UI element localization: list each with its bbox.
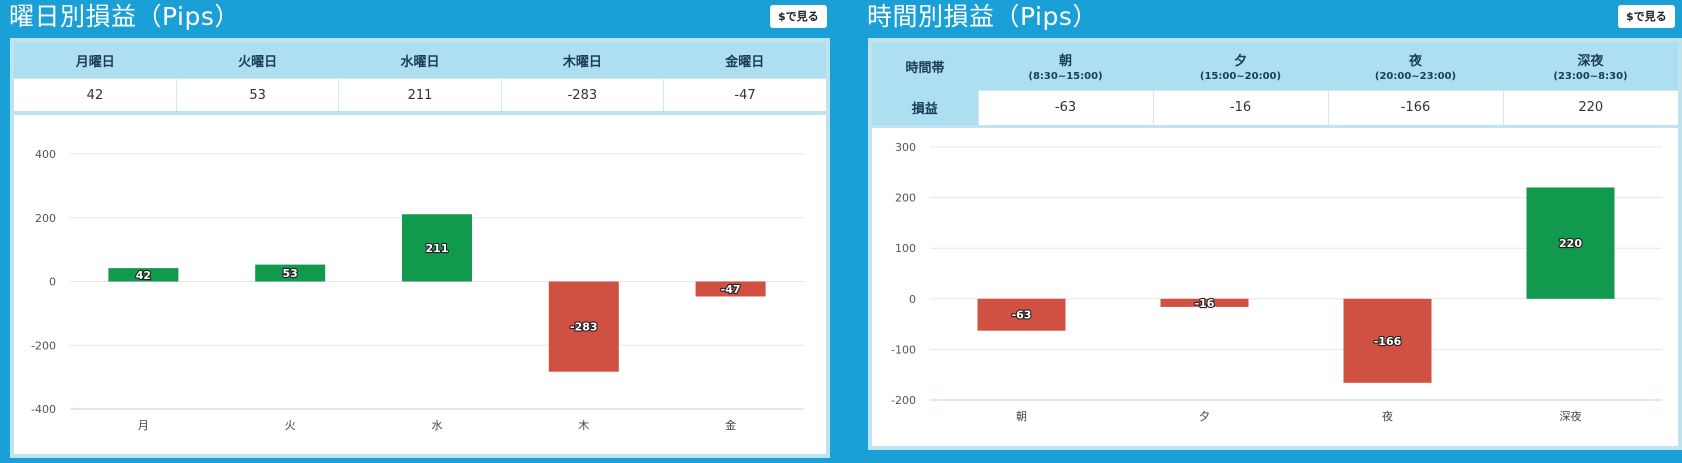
y-tick-label: -200 bbox=[891, 394, 916, 407]
value-cell: -47 bbox=[663, 78, 826, 111]
x-tick-label: 火 bbox=[285, 419, 296, 432]
value-cell: 211 bbox=[338, 78, 502, 111]
data-label: 211 bbox=[426, 242, 449, 255]
weekday-table: 月曜日 火曜日 水曜日 木曜日 金曜日 42 53 211 -283 -47 bbox=[14, 42, 826, 111]
timeofday-table: 時間帯 朝 (8:30~15:00) 夕 (15:00~20:00) 夜 (20:00… bbox=[872, 42, 1678, 125]
x-tick-label: 木 bbox=[578, 419, 589, 432]
header-label: 朝 bbox=[1058, 54, 1072, 69]
header-cell: 月曜日 bbox=[14, 42, 177, 79]
header-cell: 夜 (20:00~23:00) bbox=[1328, 42, 1503, 91]
bar bbox=[977, 298, 1066, 331]
bar bbox=[695, 281, 766, 297]
x-tick-label: 朝 bbox=[1016, 410, 1027, 423]
header-cell: 金曜日 bbox=[663, 42, 826, 79]
value-cell: -16 bbox=[1152, 90, 1328, 125]
data-label: -63 bbox=[1012, 309, 1032, 322]
show-in-dollars-button[interactable]: $で見る bbox=[770, 5, 827, 28]
header-cell: 火曜日 bbox=[176, 42, 339, 79]
value-cell: -283 bbox=[500, 78, 664, 111]
panel-title: 時間別損益（Pips） bbox=[867, 2, 1098, 31]
table-row: 損益 -63 -16 -166 220 bbox=[872, 90, 1678, 125]
x-tick-label: 水 bbox=[432, 419, 443, 432]
bar bbox=[108, 268, 179, 282]
data-label: 42 bbox=[136, 269, 151, 282]
weekday-card: 月曜日 火曜日 水曜日 木曜日 金曜日 42 53 211 -283 -47 4… bbox=[10, 38, 830, 458]
timeofday-chart-area: 300 200 100 0 -100 -200 -63 朝 -16 夕 -166 夜 220 深夜 bbox=[872, 128, 1678, 446]
value-cell: 42 bbox=[14, 78, 177, 111]
y-tick-label: 100 bbox=[895, 242, 916, 255]
x-tick-label: 月 bbox=[138, 419, 149, 432]
timeofday-bar-chart: 300 200 100 0 -100 -200 -63 朝 -16 夕 -166 夜 220 深夜 bbox=[891, 141, 1662, 423]
data-label: -47 bbox=[721, 283, 741, 296]
header-sub: (8:30~15:00) bbox=[1028, 71, 1103, 82]
y-tick-label: 300 bbox=[895, 141, 916, 154]
value-cell: 220 bbox=[1502, 90, 1678, 125]
bar bbox=[402, 214, 472, 282]
y-tick-label: -400 bbox=[31, 403, 56, 416]
header-sub: (20:00~23:00) bbox=[1374, 71, 1457, 82]
bar bbox=[1526, 187, 1615, 299]
y-tick-label: -200 bbox=[31, 339, 56, 352]
timeofday-card: 時間帯 朝 (8:30~15:00) 夕 (15:00~20:00) 夜 (20:00… bbox=[868, 38, 1682, 450]
row-header-time: 時間帯 bbox=[872, 42, 978, 91]
value-cell: 53 bbox=[175, 78, 339, 111]
header-cell: 朝 (8:30~15:00) bbox=[978, 42, 1153, 91]
data-label: -16 bbox=[1195, 297, 1215, 310]
header-label: 夜 bbox=[1408, 54, 1422, 69]
header-cell: 水曜日 bbox=[338, 42, 502, 79]
data-label: 220 bbox=[1559, 237, 1582, 250]
y-tick-label: 0 bbox=[909, 293, 916, 306]
x-tick-label: 夕 bbox=[1199, 410, 1210, 423]
bar bbox=[1343, 298, 1432, 383]
panel-title: 曜日別損益（Pips） bbox=[9, 2, 240, 31]
bar bbox=[548, 281, 619, 372]
x-tick-label: 金 bbox=[725, 418, 736, 432]
bar bbox=[1160, 298, 1249, 307]
weekday-chart-area: 400 200 0 -200 -400 42 月 53 火 211 水 -283 木 -47 金 bbox=[14, 115, 826, 454]
table-header-row: 時間帯 朝 (8:30~15:00) 夕 (15:00~20:00) 夜 (20:00… bbox=[872, 42, 1678, 91]
header-cell: 夕 (15:00~20:00) bbox=[1153, 42, 1328, 91]
header-label: 深夜 bbox=[1577, 54, 1604, 69]
y-tick-label: 200 bbox=[35, 212, 56, 225]
header-cell: 深夜 (23:00~8:30) bbox=[1503, 42, 1678, 91]
y-tick-label: 400 bbox=[35, 148, 56, 161]
value-cell: -166 bbox=[1327, 90, 1503, 125]
data-label: 53 bbox=[283, 267, 298, 280]
header-sub: (15:00~20:00) bbox=[1199, 71, 1282, 82]
x-tick-label: 夜 bbox=[1382, 409, 1393, 423]
y-tick-label: 0 bbox=[49, 276, 56, 289]
data-label: -166 bbox=[1374, 335, 1402, 348]
bar bbox=[255, 264, 326, 282]
y-tick-label: -100 bbox=[891, 343, 916, 356]
x-tick-label: 深夜 bbox=[1560, 409, 1582, 423]
value-cell: -63 bbox=[977, 90, 1153, 125]
header-label: 夕 bbox=[1233, 54, 1247, 69]
table-row: 42 53 211 -283 -47 bbox=[14, 78, 826, 111]
weekday-bar-chart: 400 200 0 -200 -400 42 月 53 火 211 水 -283 木 -47 金 bbox=[31, 148, 804, 432]
y-tick-label: 200 bbox=[895, 192, 916, 205]
data-label: -283 bbox=[570, 321, 598, 334]
header-sub: (23:00~8:30) bbox=[1553, 71, 1628, 82]
header-cell: 木曜日 bbox=[501, 42, 664, 79]
row-header-pl: 損益 bbox=[872, 90, 978, 125]
show-in-dollars-button[interactable]: $で見る bbox=[1618, 5, 1675, 28]
table-header-row: 月曜日 火曜日 水曜日 木曜日 金曜日 bbox=[14, 42, 826, 79]
